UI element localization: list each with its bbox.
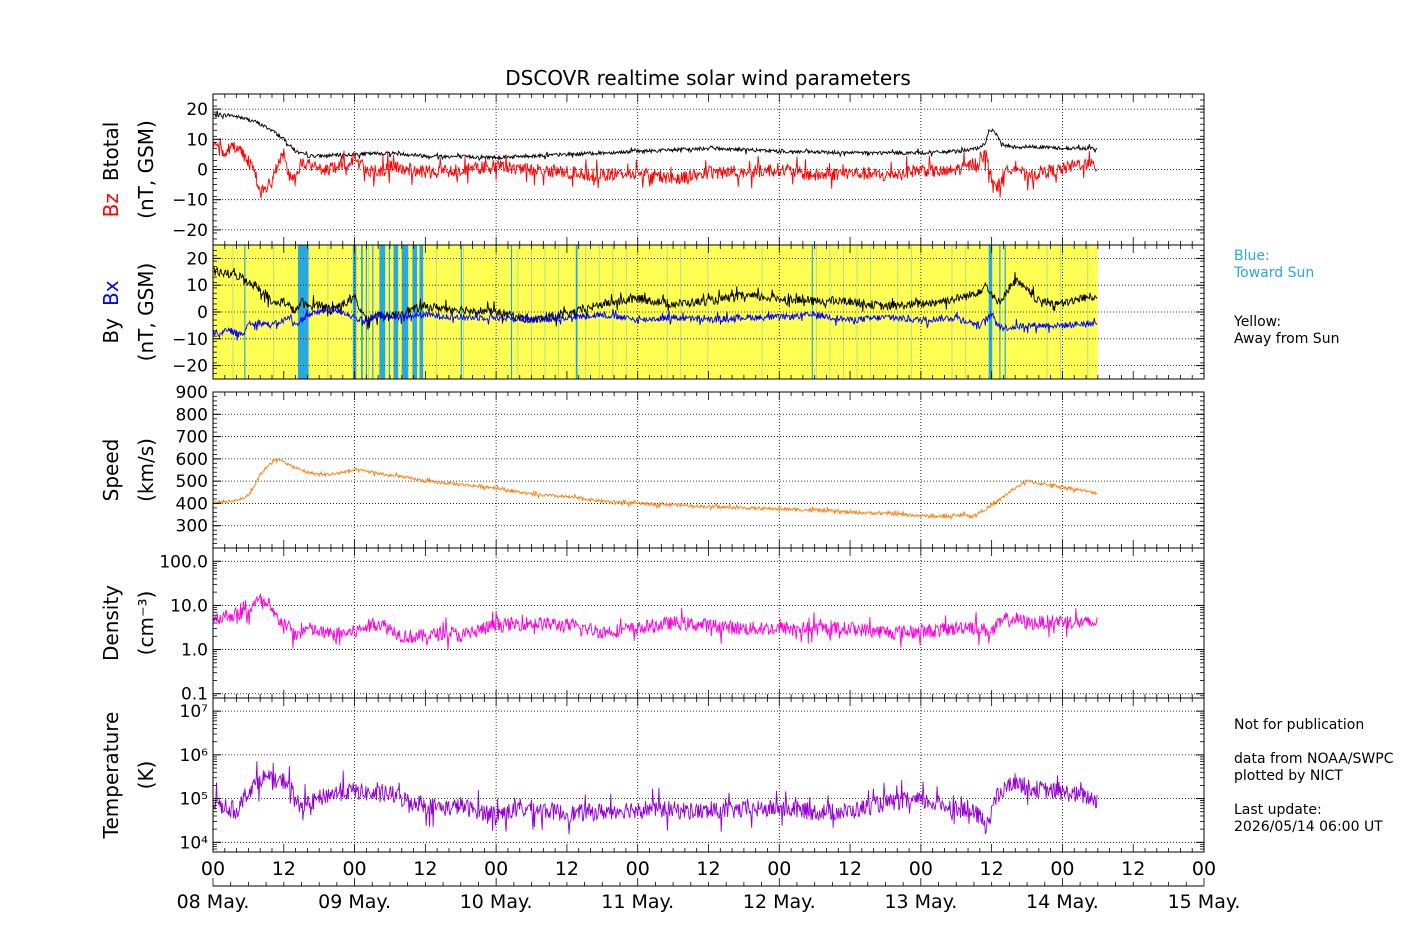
x-tick-label: 00 bbox=[201, 858, 225, 880]
panels: 20 10 0 −10 −20 BzBtotal (nT, GSM) 20 10 0 −10 −20 B… bbox=[99, 93, 1205, 853]
day-label: 10 May. bbox=[460, 891, 533, 913]
y-axis-unit: (K) bbox=[134, 761, 158, 790]
series-bx bbox=[213, 305, 1098, 341]
grid bbox=[213, 245, 1204, 379]
y-axis-unit: (nT, GSM) bbox=[134, 263, 158, 362]
day-label: 14 May. bbox=[1026, 891, 1099, 913]
y-tick-label: 0 bbox=[197, 303, 208, 323]
y-axis-unit: (cm⁻³) bbox=[134, 591, 158, 656]
x-tick-label: 12 bbox=[980, 858, 1004, 880]
x-tick-label: 00 bbox=[1050, 858, 1074, 880]
y-axis-label: BzBtotal bbox=[99, 122, 123, 218]
y-tick-label: 10 bbox=[186, 130, 208, 150]
day-label: 15 May. bbox=[1168, 891, 1241, 913]
y-tick-label: 10⁶ bbox=[180, 746, 209, 766]
figure-notes: Not for publication data from NOAA/SWPC … bbox=[1234, 717, 1394, 835]
y-tick-label: 0 bbox=[197, 161, 208, 181]
panel-temperature: 10⁷ 10⁶ 10⁵ 10⁴ Temperature (K) bbox=[99, 697, 1205, 853]
sector-legend-toward: Blue: Toward Sun bbox=[1234, 248, 1315, 281]
day-label: 11 May. bbox=[601, 891, 674, 913]
x-tick-label: 00 bbox=[909, 858, 933, 880]
y-tick-label: 10.0 bbox=[170, 596, 208, 616]
x-tick-label: 00 bbox=[767, 858, 791, 880]
y-tick-label: 10⁵ bbox=[180, 790, 208, 810]
sector-legend-away: Yellow: Away from Sun bbox=[1234, 314, 1340, 347]
y-axis-unit: (km/s) bbox=[134, 438, 158, 502]
y-axis-unit: (nT, GSM) bbox=[134, 120, 158, 219]
panel-frame bbox=[212, 697, 1205, 853]
x-axis: 00 12 00 12 00 12 00 12 00 12 00 12 00 12 00 08 May. 09 … bbox=[177, 858, 1241, 913]
panel-mag-bz: 20 10 0 −10 −20 BzBtotal (nT, GSM) bbox=[99, 93, 1205, 246]
series-btotal bbox=[213, 110, 1098, 162]
y-axis-label: ByBx bbox=[99, 280, 123, 343]
grid bbox=[213, 548, 1204, 698]
day-label: 13 May. bbox=[884, 891, 957, 913]
y-tick-label: 0.1 bbox=[181, 685, 208, 705]
y-tick-label: 100.0 bbox=[159, 552, 208, 572]
toward-sector-band bbox=[510, 245, 513, 379]
y-tick-label: −20 bbox=[172, 221, 208, 241]
toward-sector-band bbox=[460, 245, 462, 379]
y-tick-label: 500 bbox=[176, 472, 208, 492]
y-tick-label: 800 bbox=[176, 405, 208, 425]
y-tick-label: 10 bbox=[186, 276, 208, 296]
toward-sector-band bbox=[244, 245, 246, 379]
x-tick-label: 12 bbox=[413, 858, 437, 880]
toward-sector-band bbox=[419, 245, 423, 379]
y-tick-label: −10 bbox=[172, 191, 208, 211]
x-tick-label: 12 bbox=[555, 858, 579, 880]
y-tick-label: 10⁷ bbox=[180, 702, 209, 722]
series-temperature bbox=[213, 761, 1098, 835]
y-axis-label: Speed bbox=[99, 439, 123, 502]
panel-frame bbox=[212, 547, 1205, 699]
y-tick-label: 1.0 bbox=[181, 641, 208, 661]
grid bbox=[213, 698, 1204, 852]
day-label: 12 May. bbox=[743, 891, 816, 913]
x-tick-label: 12 bbox=[696, 858, 720, 880]
y-tick-label: 300 bbox=[176, 517, 208, 537]
series-by bbox=[213, 267, 1098, 330]
x-tick-label: 12 bbox=[1121, 858, 1145, 880]
grid bbox=[213, 392, 1204, 548]
y-tick-label: −20 bbox=[172, 357, 208, 377]
y-axis-label: Density bbox=[99, 585, 123, 661]
x-tick-label: 00 bbox=[484, 858, 508, 880]
x-tick-label: 12 bbox=[838, 858, 862, 880]
y-tick-label: 20 bbox=[186, 249, 208, 269]
x-tick-label: 00 bbox=[1192, 858, 1216, 880]
x-tick-label: 00 bbox=[342, 858, 366, 880]
x-tick-label: 00 bbox=[626, 858, 650, 880]
series-speed bbox=[213, 458, 1098, 520]
panel-density: 100.0 10.0 1.0 0.1 Density (cm⁻³) bbox=[99, 547, 1205, 705]
y-tick-label: 600 bbox=[176, 450, 208, 470]
toward-sector-band bbox=[379, 245, 386, 379]
day-label: 09 May. bbox=[318, 891, 391, 913]
y-tick-label: 10⁴ bbox=[180, 833, 209, 853]
chart-title: DSCOVR realtime solar wind parameters bbox=[505, 66, 911, 90]
x-tick-label: 12 bbox=[272, 858, 296, 880]
y-tick-label: −10 bbox=[172, 330, 208, 350]
series-density bbox=[213, 592, 1098, 650]
y-tick-label: 20 bbox=[186, 100, 208, 120]
y-axis-label: Temperature bbox=[99, 712, 123, 840]
y-tick-label: 400 bbox=[176, 494, 208, 514]
series-bz bbox=[213, 138, 1098, 199]
toward-sector-band bbox=[388, 245, 390, 379]
panel-mag-bx: 20 10 0 −10 −20 ByBx (nT, GSM) bbox=[99, 244, 1205, 380]
day-label: 08 May. bbox=[177, 891, 250, 913]
y-tick-label: 700 bbox=[176, 428, 208, 448]
y-tick-label: 900 bbox=[176, 383, 208, 403]
